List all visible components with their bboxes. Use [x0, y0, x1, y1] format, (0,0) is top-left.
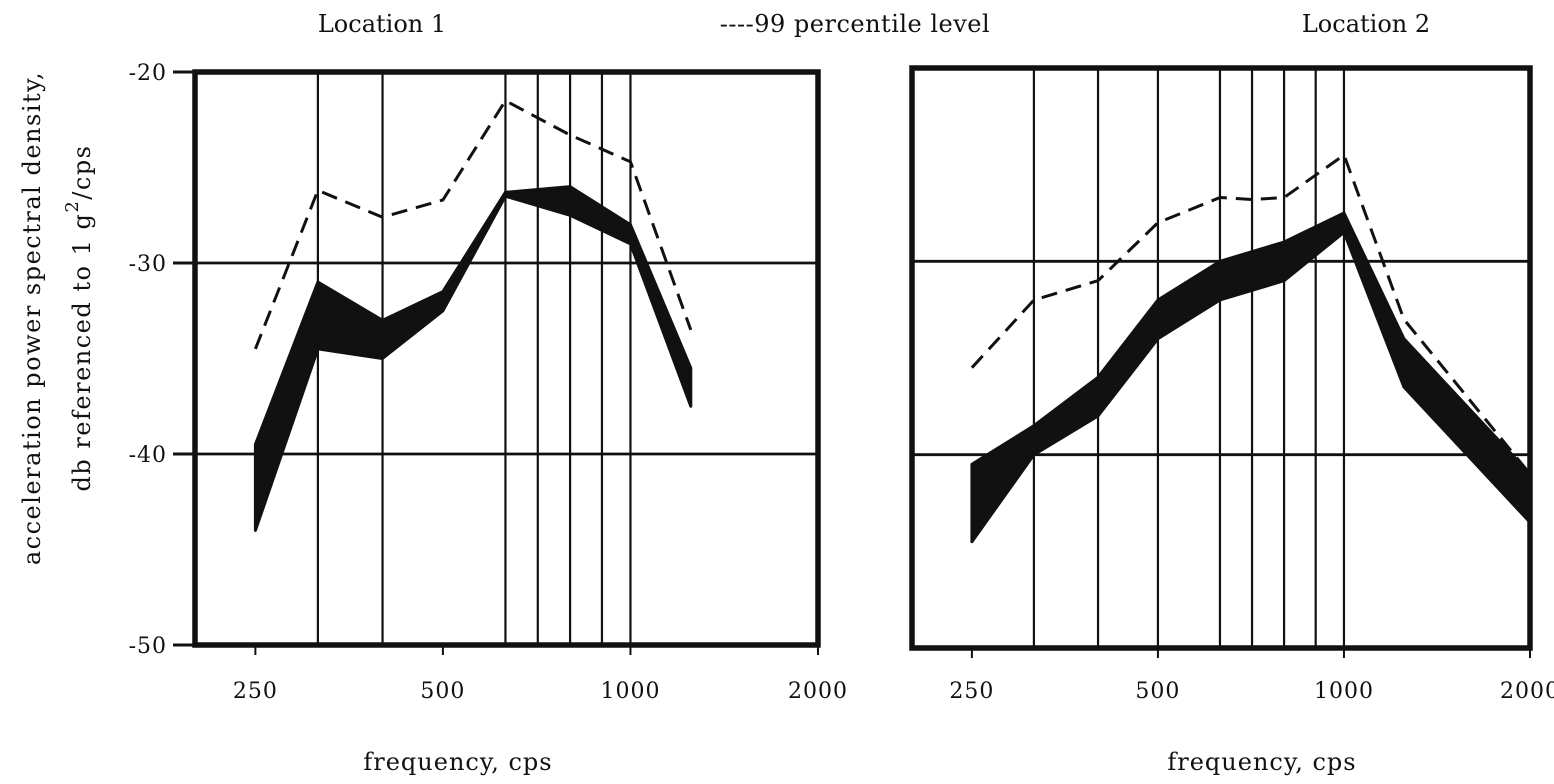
y-axis-label-line-1: acceleration power spectral density, [18, 71, 46, 565]
y-tick-label: -20 [129, 61, 167, 86]
x-tick-label: 2000 [788, 679, 848, 704]
y-tick-label: -30 [129, 252, 167, 277]
plot-frame [909, 65, 1533, 651]
x-tick-label: 500 [420, 679, 465, 704]
y-axis-label-line-2: db referenced to 1 g2/cps [62, 144, 96, 491]
y-axis-label-main: db referenced to 1 g [68, 213, 96, 492]
chart-title-location-1: Location 1 [318, 10, 446, 38]
x-tick-label: 1000 [1314, 679, 1374, 704]
x-tick-label: 1000 [600, 679, 660, 704]
y-tick-label: -40 [129, 443, 167, 468]
x-tick-label: 500 [1135, 679, 1180, 704]
spectral-density-band [253, 185, 693, 532]
x-tick-label: 250 [949, 679, 994, 704]
x-tick-label: 250 [233, 679, 278, 704]
percentile-99-line [254, 98, 693, 350]
y-axis-label-suffix: /cps [68, 144, 96, 199]
y-tick-label: -50 [129, 634, 167, 659]
x-tick-label: 2000 [1500, 679, 1554, 704]
plot-frame [192, 69, 821, 648]
x-axis-label-location-1: frequency, cps [363, 748, 552, 776]
legend-label: ----99 percentile level [720, 10, 990, 38]
y-axis-label-superscript: 2 [62, 200, 83, 213]
chart-panel-location-1: 250 500 1000 2000 -20 -30 -40 -50 [129, 61, 848, 704]
percentile-99-line [970, 152, 1532, 475]
chart-panel-location-2: 250 500 1000 2000 [909, 65, 1554, 704]
chart-title-location-2: Location 2 [1302, 10, 1430, 38]
x-axis-label-location-2: frequency, cps [1167, 748, 1356, 776]
